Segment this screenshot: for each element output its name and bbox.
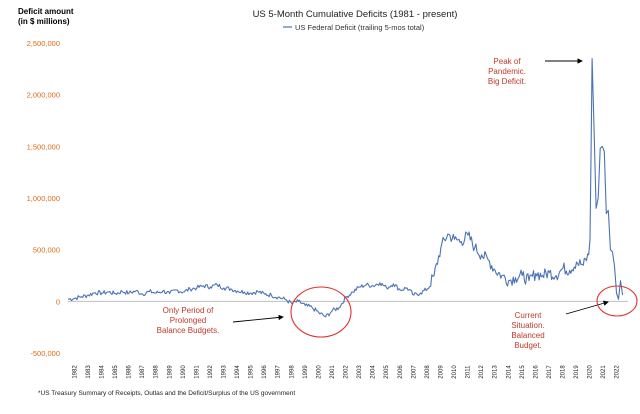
legend-label: US Federal Deficit (trailing 5-mos total… <box>295 23 425 32</box>
x-tick-label: 1983 <box>86 365 92 379</box>
chart-title: US 5-Month Cumulative Deficits (1981 - p… <box>253 9 458 20</box>
x-tick-label: 2003 <box>357 365 363 379</box>
x-tick-label: 1989 <box>167 365 173 379</box>
annotation-current-circle <box>596 285 638 317</box>
annotation-current-line-4: Budget. <box>514 341 542 350</box>
x-tick-label: 2017 <box>547 365 553 379</box>
annotation-balanced-line-1: Only Period of <box>163 306 214 315</box>
annotation-peak-line-1: Peak of <box>493 57 521 66</box>
annotation-current-line-3: Balanced <box>511 331 544 340</box>
annotation-current-arrow <box>565 300 609 315</box>
y-axis-ticks: -500,000 0 500,000 1,000,000 1,500,000 2,000,… <box>27 39 60 358</box>
x-tick-label: 1991 <box>194 365 200 379</box>
x-tick-label: 2013 <box>493 365 499 379</box>
x-tick-label: 1990 <box>181 365 187 379</box>
x-tick-label: 1992 <box>208 365 214 379</box>
series-line-us-federal-deficit <box>67 57 624 318</box>
annotation-peak: Peak of Pandemic. Big Deficit. <box>488 57 583 86</box>
x-tick-label: 1994 <box>235 365 241 379</box>
x-tick-label: 2014 <box>506 365 512 379</box>
x-tick-label: 2019 <box>574 365 580 379</box>
annotation-peak-line-3: Big Deficit. <box>488 77 526 86</box>
x-tick-label: 2011 <box>466 365 472 379</box>
x-tick-label: 2015 <box>520 365 526 379</box>
x-tick-label: 1986 <box>127 365 133 379</box>
x-tick-label: 2000 <box>316 365 322 379</box>
x-tick-label: 2007 <box>411 365 417 379</box>
annotation-current-line-2: Situation. <box>511 321 544 330</box>
x-tick-label: 1982 <box>72 365 78 379</box>
x-tick-label: 2018 <box>560 365 566 379</box>
y-axis-title-line-1: Deficit amount <box>18 7 74 16</box>
x-tick-label: 1996 <box>262 365 268 379</box>
x-tick-label: 1988 <box>154 365 160 379</box>
x-tick-label: 2006 <box>398 365 404 379</box>
x-tick-label: 1993 <box>222 365 228 379</box>
annotation-current-line-1: Current <box>515 311 542 320</box>
y-tick-label: 2,500,000 <box>27 39 60 48</box>
y-tick-label: -500,000 <box>30 349 60 358</box>
x-tick-label: 1987 <box>140 365 146 379</box>
annotation-balanced-arrow <box>232 314 284 323</box>
y-tick-label: 2,000,000 <box>27 91 60 100</box>
x-tick-label: 1995 <box>249 365 255 379</box>
x-tick-label: 1997 <box>276 365 282 379</box>
x-axis-ticks: 1982 1983 1984 1985 1986 1987 1988 1989 1990 1991… <box>72 365 620 379</box>
x-tick-label: 2021 <box>601 365 607 379</box>
y-tick-label: 500,000 <box>33 246 60 255</box>
x-tick-label: 1998 <box>289 365 295 379</box>
annotation-balanced-line-2: Prolonged <box>170 316 206 325</box>
y-tick-label: 0 <box>56 297 60 306</box>
annotation-balanced-period: Only Period of Prolonged Balance Budgets… <box>157 286 352 338</box>
x-tick-label: 1985 <box>113 365 119 379</box>
x-tick-label: 2020 <box>588 365 594 379</box>
x-tick-label: 2002 <box>344 365 350 379</box>
y-tick-label: 1,500,000 <box>27 142 60 151</box>
x-tick-label: 1999 <box>303 365 309 379</box>
x-tick-label: 2010 <box>452 365 458 379</box>
annotation-balanced-line-3: Balance Budgets. <box>157 326 220 335</box>
annotation-current: Current Situation. Balanced Budget. <box>511 285 638 350</box>
y-axis-title-line-2: (in $ millions) <box>18 17 70 26</box>
x-tick-label: 2001 <box>330 365 336 379</box>
annotation-peak-line-2: Pandemic. <box>488 67 526 76</box>
x-tick-label: 2005 <box>384 365 390 379</box>
x-tick-label: 2012 <box>479 365 485 379</box>
x-tick-label: 1984 <box>99 365 105 379</box>
x-tick-label: 2004 <box>371 365 377 379</box>
y-tick-label: 1,000,000 <box>27 194 60 203</box>
x-tick-label: 2009 <box>438 365 444 379</box>
x-tick-label: 2022 <box>615 365 621 379</box>
x-tick-label: 2016 <box>533 365 539 379</box>
x-tick-label: 2008 <box>425 365 431 379</box>
annotation-balanced-circle <box>290 286 352 338</box>
footnote: *US Treasury Summary of Receipts, Outlas… <box>38 390 295 397</box>
